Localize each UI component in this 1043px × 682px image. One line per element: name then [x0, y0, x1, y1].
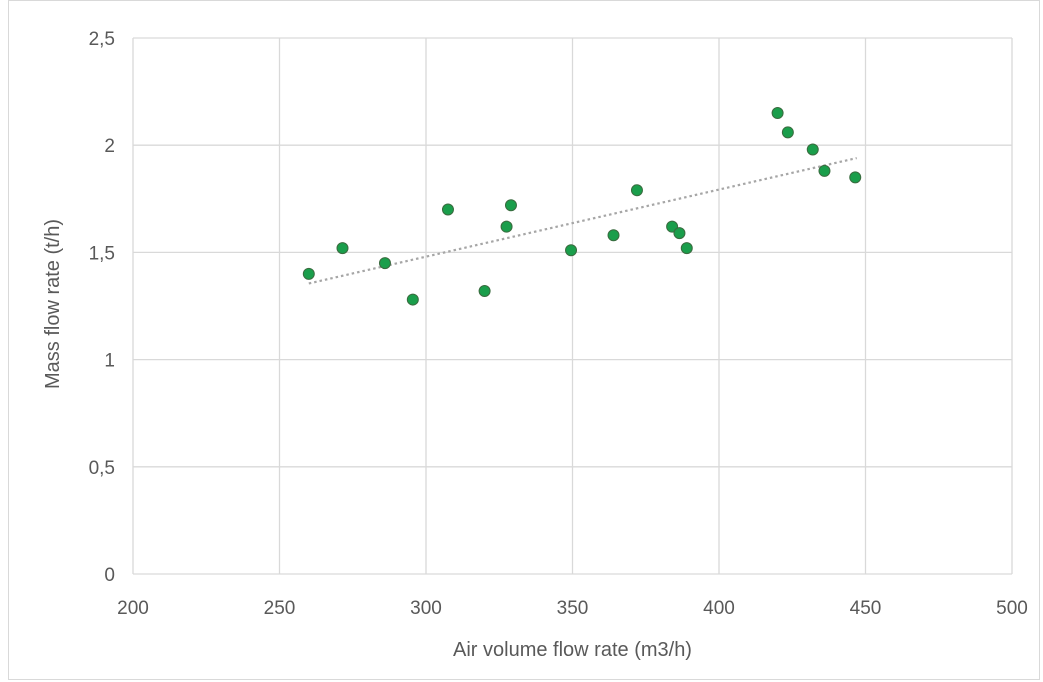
data-point: [630, 184, 643, 197]
x-tick-label: 250: [264, 598, 296, 619]
x-tick-label: 300: [410, 598, 442, 619]
x-tick-label: 400: [703, 598, 735, 619]
y-tick-label: 1,5: [89, 243, 115, 264]
trendline-layer: [308, 156, 857, 285]
y-tick-label: 2,5: [89, 29, 115, 50]
data-point: [478, 284, 491, 297]
tick-labels-layer: 0 0,5 1 1,5 2 2,5 200 250 300 350 400 450 500: [89, 29, 1028, 619]
data-point: [673, 227, 686, 240]
data-point: [378, 257, 391, 270]
y-tick-label: 1: [104, 351, 115, 372]
data-point: [680, 242, 693, 255]
trendline: [308, 156, 857, 285]
y-tick-label: 2: [104, 136, 115, 157]
grid-layer: [132, 37, 1013, 575]
data-point: [504, 199, 517, 212]
x-tick-label: 350: [557, 598, 589, 619]
chart-frame: 0 0,5 1 1,5 2 2,5 200 250 300 350 400 450 500 Air vo…: [8, 0, 1040, 680]
y-tick-label: 0: [104, 565, 115, 586]
data-point: [771, 107, 784, 120]
scatter-chart: 0 0,5 1 1,5 2 2,5 200 250 300 350 400 450 500 Air vo…: [42, 29, 1028, 661]
x-tick-label: 200: [117, 598, 149, 619]
data-point: [500, 220, 513, 233]
data-point: [806, 143, 819, 156]
data-point: [849, 171, 862, 184]
data-point: [406, 293, 419, 306]
y-tick-label: 0,5: [89, 458, 115, 479]
data-point: [302, 267, 315, 280]
x-axis-title: Air volume flow rate (m3/h): [453, 639, 692, 661]
data-point: [441, 203, 454, 216]
points-layer: [302, 107, 862, 306]
x-tick-label: 450: [850, 598, 882, 619]
x-tick-label: 500: [996, 598, 1028, 619]
data-point: [565, 244, 578, 257]
data-point: [336, 242, 349, 255]
y-axis-title: Mass flow rate (t/h): [42, 219, 64, 389]
data-point: [607, 229, 620, 242]
data-point: [818, 164, 831, 177]
data-point: [781, 126, 794, 139]
